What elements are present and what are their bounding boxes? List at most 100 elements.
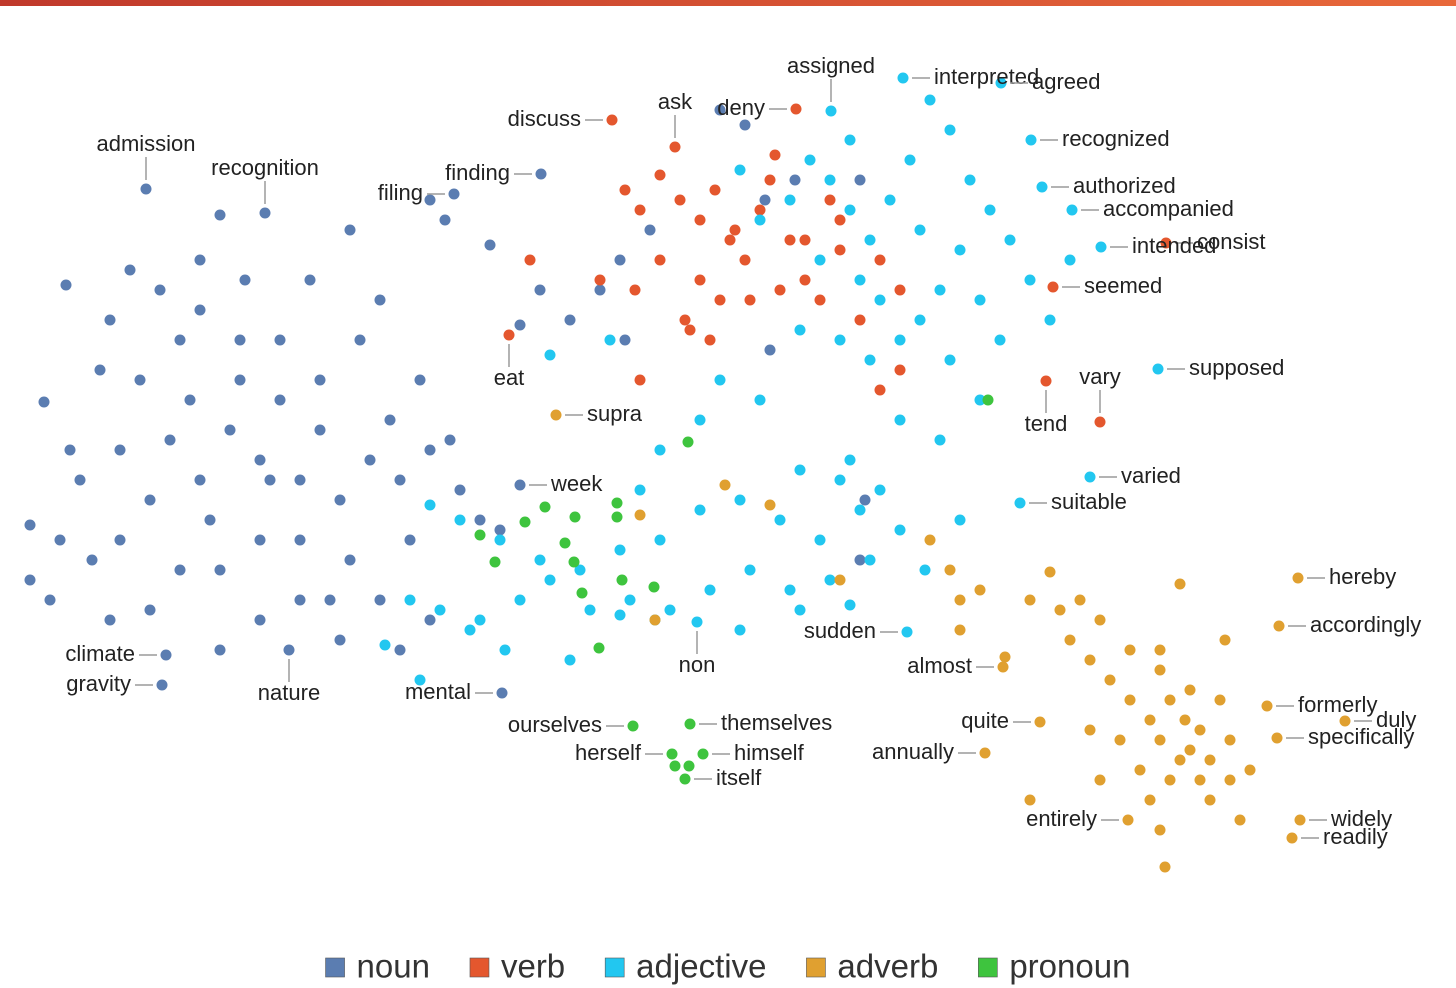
point xyxy=(1144,794,1156,806)
point xyxy=(514,319,526,331)
point xyxy=(944,564,956,576)
point xyxy=(684,324,696,336)
point xyxy=(234,334,246,346)
point-label: quite xyxy=(961,708,1009,733)
point xyxy=(314,374,326,386)
point xyxy=(254,454,266,466)
point xyxy=(54,534,66,546)
point xyxy=(1014,497,1026,509)
point xyxy=(1124,694,1136,706)
point-label: accordingly xyxy=(1310,612,1421,637)
point xyxy=(214,564,226,576)
point xyxy=(224,424,236,436)
point-label: formerly xyxy=(1298,692,1377,717)
point xyxy=(759,194,771,206)
point xyxy=(86,554,98,566)
point xyxy=(684,718,696,730)
point xyxy=(979,747,991,759)
point xyxy=(739,254,751,266)
point xyxy=(544,349,556,361)
point-label: filing xyxy=(378,180,423,205)
point xyxy=(294,534,306,546)
point xyxy=(1064,634,1076,646)
point xyxy=(654,169,666,181)
point xyxy=(1134,764,1146,776)
point xyxy=(464,624,476,636)
point xyxy=(824,574,836,586)
point-label: mental xyxy=(405,679,471,704)
point xyxy=(404,594,416,606)
point xyxy=(294,474,306,486)
point-label: ask xyxy=(658,89,693,114)
point xyxy=(854,504,866,516)
point xyxy=(714,294,726,306)
point xyxy=(574,564,586,576)
point xyxy=(834,474,846,486)
point-label: non xyxy=(679,652,716,677)
point xyxy=(174,334,186,346)
point-label: duly xyxy=(1376,707,1416,732)
point xyxy=(474,529,486,541)
point xyxy=(1154,644,1166,656)
point xyxy=(535,168,547,180)
point xyxy=(544,574,556,586)
point xyxy=(611,511,623,523)
legend-swatch xyxy=(978,957,998,978)
point-label: week xyxy=(550,471,603,496)
point xyxy=(1292,572,1304,584)
point xyxy=(334,634,346,646)
point xyxy=(854,174,866,186)
point xyxy=(374,594,386,606)
point xyxy=(694,414,706,426)
point xyxy=(1159,861,1171,873)
point xyxy=(619,184,631,196)
point xyxy=(719,479,731,491)
point-label: widely xyxy=(1330,806,1392,831)
point xyxy=(568,556,580,568)
point xyxy=(894,334,906,346)
point xyxy=(74,474,86,486)
point xyxy=(344,554,356,566)
point xyxy=(654,444,666,456)
point xyxy=(414,374,426,386)
point xyxy=(1084,471,1096,483)
point-label: annually xyxy=(872,739,954,764)
point xyxy=(629,284,641,296)
point xyxy=(724,234,736,246)
point xyxy=(944,354,956,366)
point xyxy=(444,434,456,446)
point xyxy=(914,314,926,326)
point xyxy=(864,354,876,366)
point xyxy=(874,484,886,496)
point xyxy=(114,534,126,546)
point xyxy=(859,494,871,506)
point xyxy=(114,444,126,456)
point-label: specifically xyxy=(1308,724,1414,749)
point xyxy=(1094,774,1106,786)
point xyxy=(824,194,836,206)
point xyxy=(254,534,266,546)
point xyxy=(844,454,856,466)
point xyxy=(454,484,466,496)
point-label: themselves xyxy=(721,710,832,735)
point xyxy=(1194,774,1206,786)
point xyxy=(799,234,811,246)
point xyxy=(569,511,581,523)
point xyxy=(634,374,646,386)
point xyxy=(854,314,866,326)
point xyxy=(1154,734,1166,746)
point xyxy=(814,534,826,546)
point xyxy=(489,556,501,568)
point xyxy=(683,760,695,772)
point xyxy=(424,499,436,511)
point xyxy=(38,396,50,408)
point xyxy=(614,544,626,556)
point xyxy=(1040,375,1052,387)
point-label: suitable xyxy=(1051,489,1127,514)
point xyxy=(334,494,346,506)
point xyxy=(154,284,166,296)
legend: noun verb adjective adverb pronoun xyxy=(325,948,1130,985)
point xyxy=(94,364,106,376)
point xyxy=(664,604,676,616)
point xyxy=(924,94,936,106)
